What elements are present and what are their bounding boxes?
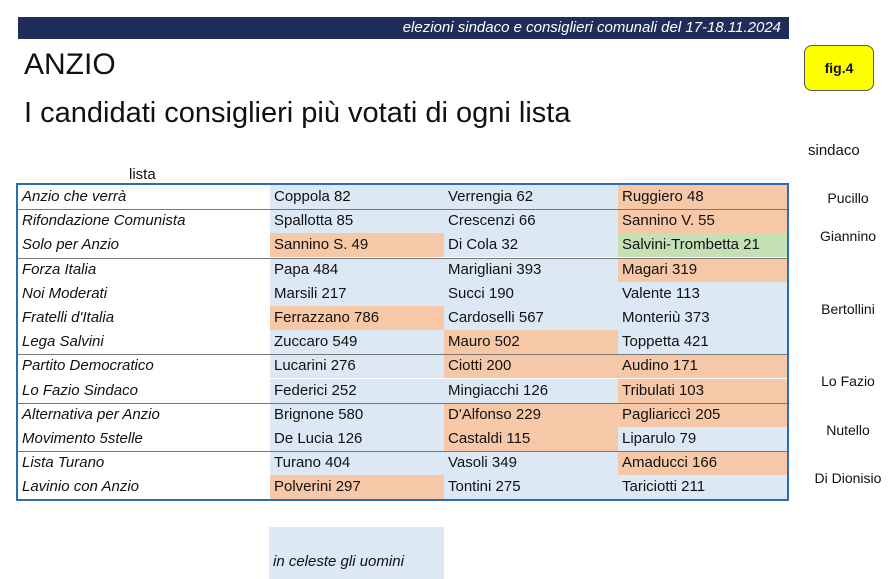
mayor-name: Bertollini	[821, 301, 875, 317]
candidate-cell: Federici 252	[270, 378, 444, 403]
candidate-cell: D'Alfonso 229	[444, 402, 618, 427]
list-name: Movimento 5stelle	[22, 430, 143, 447]
candidate-cell: Di Cola 32	[444, 233, 618, 258]
candidate-cell: Marsili 217	[270, 281, 444, 306]
lista-column-label: lista	[129, 166, 156, 183]
list-name: Lavinio con Anzio	[22, 478, 140, 496]
table-row: Solo per Anzio Sannino S. 49 Di Cola 32 Sal…	[18, 233, 787, 258]
candidate-cell: Toppetta 421	[618, 330, 787, 355]
figure-badge: fig.4	[804, 45, 874, 91]
mayor-name: Pucillo	[827, 190, 869, 206]
table-row: Lo Fazio Sindaco Federici 252 Mingiacchi 1…	[18, 378, 787, 403]
list-name: Rifondazione Comunista	[22, 212, 186, 230]
candidate-cell: Castaldi 115	[444, 427, 618, 451]
candidate-cell: Tontini 275	[444, 475, 618, 500]
legend-note: in celeste gli uomini	[269, 527, 444, 579]
candidate-cell: Pagliariccì 205	[618, 402, 787, 427]
candidate-cell: Magari 319	[618, 257, 787, 282]
list-name: Partito Democratico	[22, 357, 154, 375]
sindaco-column-label: sindaco	[808, 142, 860, 159]
city-title: ANZIO	[24, 48, 116, 81]
group-divider	[18, 257, 787, 259]
list-name: Alternativa per Anzio	[22, 405, 160, 423]
table-row: Fratelli d'Italia Ferrazzano 786 Cardosell…	[18, 306, 787, 330]
candidate-cell: Tribulati 103	[618, 378, 787, 403]
table-row: Anzio che verrà Coppola 82 Verrengia 62 Rug…	[18, 185, 787, 209]
candidate-cell: Brignone 580	[270, 402, 444, 427]
list-name: Lista Turano	[22, 454, 105, 472]
candidate-cell: Mauro 502	[444, 330, 618, 355]
list-name: Anzio che verrà	[22, 188, 127, 205]
table-row: Lavinio con Anzio Polverini 297 Tontini 27…	[18, 475, 787, 500]
candidate-cell: Mingiacchi 126	[444, 378, 618, 403]
list-name: Forza Italia	[22, 260, 97, 278]
mayor-name: Giannino	[819, 228, 877, 244]
list-name: Lega Salvini	[22, 333, 104, 351]
candidate-cell: Cardoselli 567	[444, 306, 618, 330]
candidate-cell: Salvini-Trombetta 21	[618, 233, 787, 258]
candidate-cell: Monteriù 373	[618, 306, 787, 330]
table-row: Partito Democratico Lucarini 276 Ciotti 20…	[18, 354, 787, 379]
candidate-cell: Lucarini 276	[270, 354, 444, 379]
group-divider	[18, 354, 787, 356]
candidate-cell: Marigliani 393	[444, 257, 618, 282]
list-name: Lo Fazio Sindaco	[22, 381, 138, 399]
candidate-cell: Valente 113	[618, 281, 787, 306]
candidate-cell: Coppola 82	[270, 185, 444, 209]
candidate-cell: Audino 171	[618, 354, 787, 379]
candidate-cell: De Lucia 126	[270, 427, 444, 451]
mayor-name: Di Dionisio	[814, 470, 882, 486]
list-name: Fratelli d'Italia	[22, 309, 115, 326]
list-name: Solo per Anzio	[22, 236, 120, 254]
group-divider	[18, 451, 787, 453]
candidate-cell: Ferrazzano 786	[270, 306, 444, 330]
candidate-cell: Succi 190	[444, 281, 618, 306]
candidate-cell: Vasoli 349	[444, 451, 618, 476]
group-divider	[18, 402, 787, 404]
group-divider	[18, 209, 787, 211]
table-row: Lega Salvini Zuccaro 549 Mauro 502 Toppetta…	[18, 330, 787, 355]
candidate-cell: Papa 484	[270, 257, 444, 282]
candidate-cell: Turano 404	[270, 451, 444, 476]
candidate-cell: Polverini 297	[270, 475, 444, 500]
table-row: Alternativa per Anzio Brignone 580 D'Alfon…	[18, 402, 787, 427]
candidate-cell: Verrengia 62	[444, 185, 618, 209]
banner: elezioni sindaco e consiglieri comunali …	[18, 17, 789, 39]
table-row: Noi Moderati Marsili 217 Succi 190 Valente …	[18, 281, 787, 306]
candidate-cell: Tariciotti 211	[618, 475, 787, 500]
candidate-cell: Amaducci 166	[618, 451, 787, 476]
table-row: Forza Italia Papa 484 Marigliani 393 Magari…	[18, 257, 787, 282]
candidate-cell: Ruggiero 48	[618, 185, 787, 209]
candidate-cell: Sannino V. 55	[618, 209, 787, 234]
mayor-name: Lo Fazio	[821, 373, 875, 389]
table-row: Rifondazione Comunista Spallotta 85 Cresce…	[18, 209, 787, 234]
mayor-name: Nutello	[826, 422, 870, 438]
candidate-cell: Crescenzi 66	[444, 209, 618, 234]
candidate-cell: Ciotti 200	[444, 354, 618, 379]
candidate-cell: Liparulo 79	[618, 427, 787, 451]
candidate-cell: Sannino S. 49	[270, 233, 444, 258]
list-name: Noi Moderati	[22, 284, 108, 302]
candidate-cell: Spallotta 85	[270, 209, 444, 234]
page-title: I candidati consiglieri più votati di og…	[24, 97, 571, 129]
table-row: Movimento 5stelle De Lucia 126 Castaldi 11…	[18, 427, 787, 451]
candidate-cell: Zuccaro 549	[270, 330, 444, 355]
candidates-table: Anzio che verrà Coppola 82 Verrengia 62 Rug…	[16, 183, 789, 501]
table-row: Lista Turano Turano 404 Vasoli 349 Amaducci…	[18, 451, 787, 476]
